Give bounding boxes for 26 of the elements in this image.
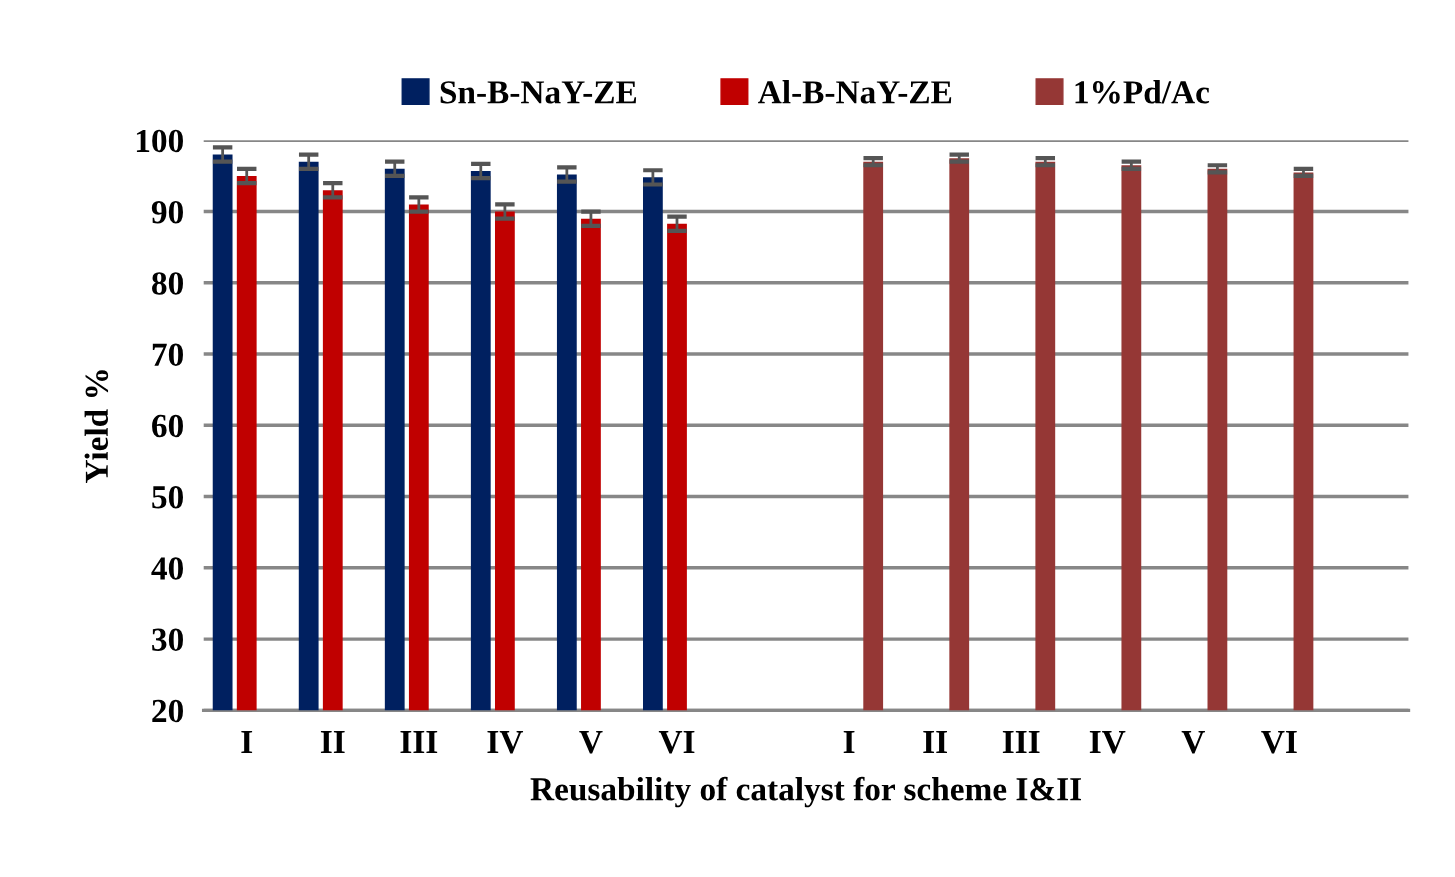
y-tick-label: 80 (152, 272, 183, 295)
x-tick-label: I (241, 731, 253, 753)
x-tick-label: VI (1261, 731, 1297, 754)
legend-label: 1%Pd/Ac (1075, 80, 1210, 104)
x-tick-label: V (579, 731, 603, 754)
x-tick-label: II (320, 731, 345, 753)
x-tick-label: II (923, 731, 947, 753)
x-tick-label: IV (1089, 731, 1126, 754)
legend-label: Al-B-NaY-ZE (758, 80, 952, 104)
x-axis-title: Reusability of catalyst for scheme I&II (530, 776, 1081, 808)
legend-label: Sn-B-NaY-ZE (440, 81, 637, 104)
x-tick-label: V (1181, 731, 1205, 754)
y-tick-label: 30 (152, 628, 183, 652)
x-tick-label: III (1002, 731, 1040, 753)
x-tick-label: VI (658, 731, 695, 754)
y-tick-label: 100 (136, 129, 183, 153)
x-tick-label: III (400, 731, 438, 753)
x-tick-label: IV (487, 731, 524, 754)
y-tick-label: 50 (152, 486, 183, 509)
y-tick-label: 40 (151, 557, 183, 580)
y-tick-label: 20 (152, 699, 183, 723)
y-tick-label: 90 (151, 200, 183, 224)
y-tick-label: 70 (152, 343, 183, 366)
y-tick-label: 60 (152, 414, 183, 438)
x-tick-label: I (843, 731, 855, 753)
y-axis-title: Yield % (84, 370, 109, 483)
